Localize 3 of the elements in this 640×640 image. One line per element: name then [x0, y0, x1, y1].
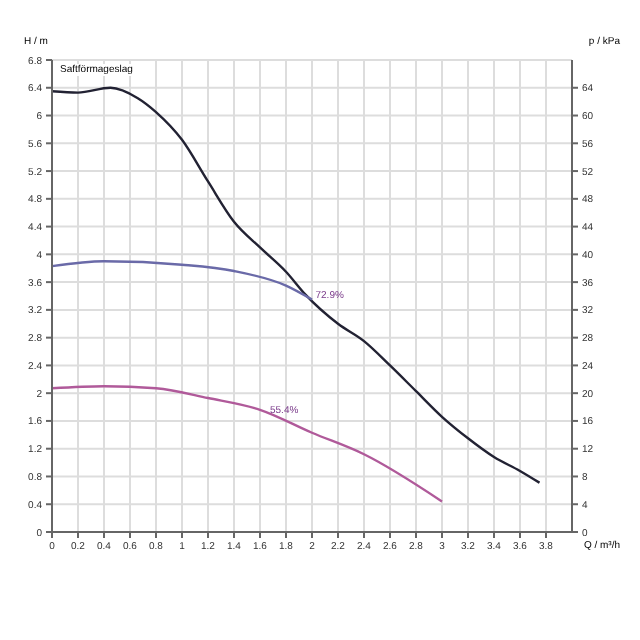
- line-series: [52, 260, 314, 301]
- line-series: [52, 385, 444, 503]
- line-series: [52, 86, 541, 484]
